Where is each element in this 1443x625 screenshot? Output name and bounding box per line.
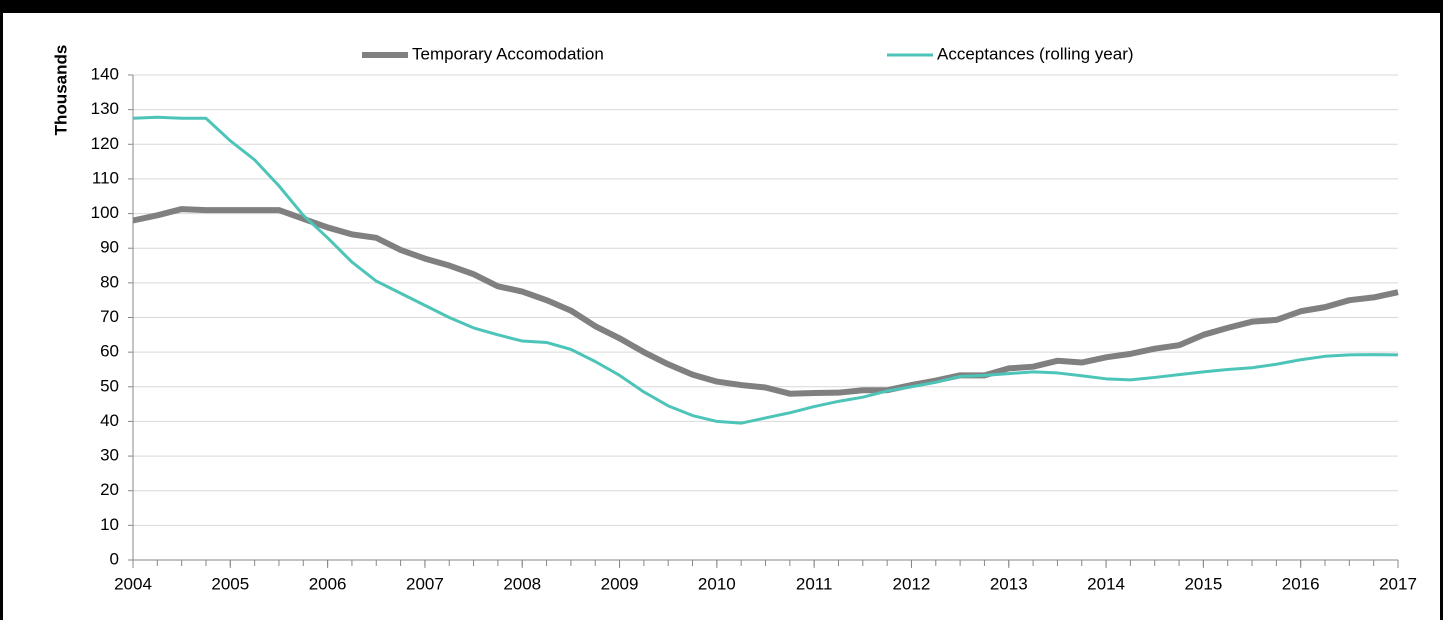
y-tick-label: 60 xyxy=(100,342,119,361)
y-tick-label: 120 xyxy=(91,134,119,153)
frame-right xyxy=(1440,0,1443,620)
x-tick-label: 2010 xyxy=(698,574,736,593)
y-tick-label: 50 xyxy=(100,376,119,395)
y-tick-label: 10 xyxy=(100,515,119,534)
x-tick-label: 2012 xyxy=(893,574,931,593)
x-tick-label: 2008 xyxy=(503,574,541,593)
x-tick-label: 2015 xyxy=(1184,574,1222,593)
x-tick-label: 2017 xyxy=(1379,574,1417,593)
legend-label: Temporary Accomodation xyxy=(412,44,604,63)
legend-label: Acceptances (rolling year) xyxy=(937,44,1134,63)
y-tick-label: 100 xyxy=(91,203,119,222)
y-tick-label: 130 xyxy=(91,99,119,118)
x-tick-label: 2009 xyxy=(601,574,639,593)
y-tick-label: 80 xyxy=(100,272,119,291)
x-tick-label: 2014 xyxy=(1087,574,1125,593)
x-tick-label: 2016 xyxy=(1282,574,1320,593)
y-tick-label: 0 xyxy=(110,549,119,568)
x-tick-label: 2005 xyxy=(211,574,249,593)
y-tick-label: 140 xyxy=(91,64,119,83)
series-line xyxy=(132,206,1399,397)
y-tick-label: 90 xyxy=(100,238,119,257)
y-tick-label: 70 xyxy=(100,307,119,326)
y-axis-label: Thousands xyxy=(51,45,70,136)
y-tick-label: 110 xyxy=(92,168,119,187)
x-tick-label: 2006 xyxy=(309,574,347,593)
series-line xyxy=(132,115,1399,425)
frame-left xyxy=(0,0,3,620)
x-tick-label: 2007 xyxy=(406,574,444,593)
x-tick-label: 2011 xyxy=(796,574,833,593)
x-tick-label: 2013 xyxy=(990,574,1028,593)
header-bar xyxy=(0,0,1443,13)
y-tick-label: 40 xyxy=(100,411,119,430)
x-tick-label: 2004 xyxy=(114,574,152,593)
y-tick-label: 30 xyxy=(100,446,119,465)
y-tick-label: 20 xyxy=(100,480,119,499)
